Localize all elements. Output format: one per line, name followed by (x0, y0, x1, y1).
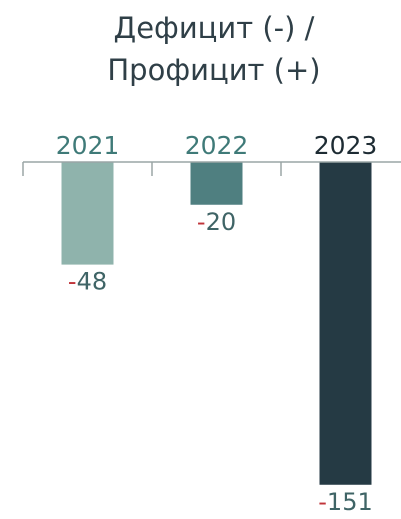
x-tick-label: 2023 (314, 131, 378, 160)
chart-title: Профицит (+) (107, 53, 320, 87)
bar (61, 162, 114, 265)
x-tick-label: 2022 (185, 131, 249, 160)
value-label: -20 (197, 208, 236, 236)
chart-title: Дефицит (-) / (114, 11, 315, 45)
value-label: -48 (68, 268, 107, 296)
x-tick-label: 2021 (56, 131, 120, 160)
value-label: -151 (318, 488, 372, 516)
bar (190, 162, 243, 205)
bar (319, 162, 372, 485)
